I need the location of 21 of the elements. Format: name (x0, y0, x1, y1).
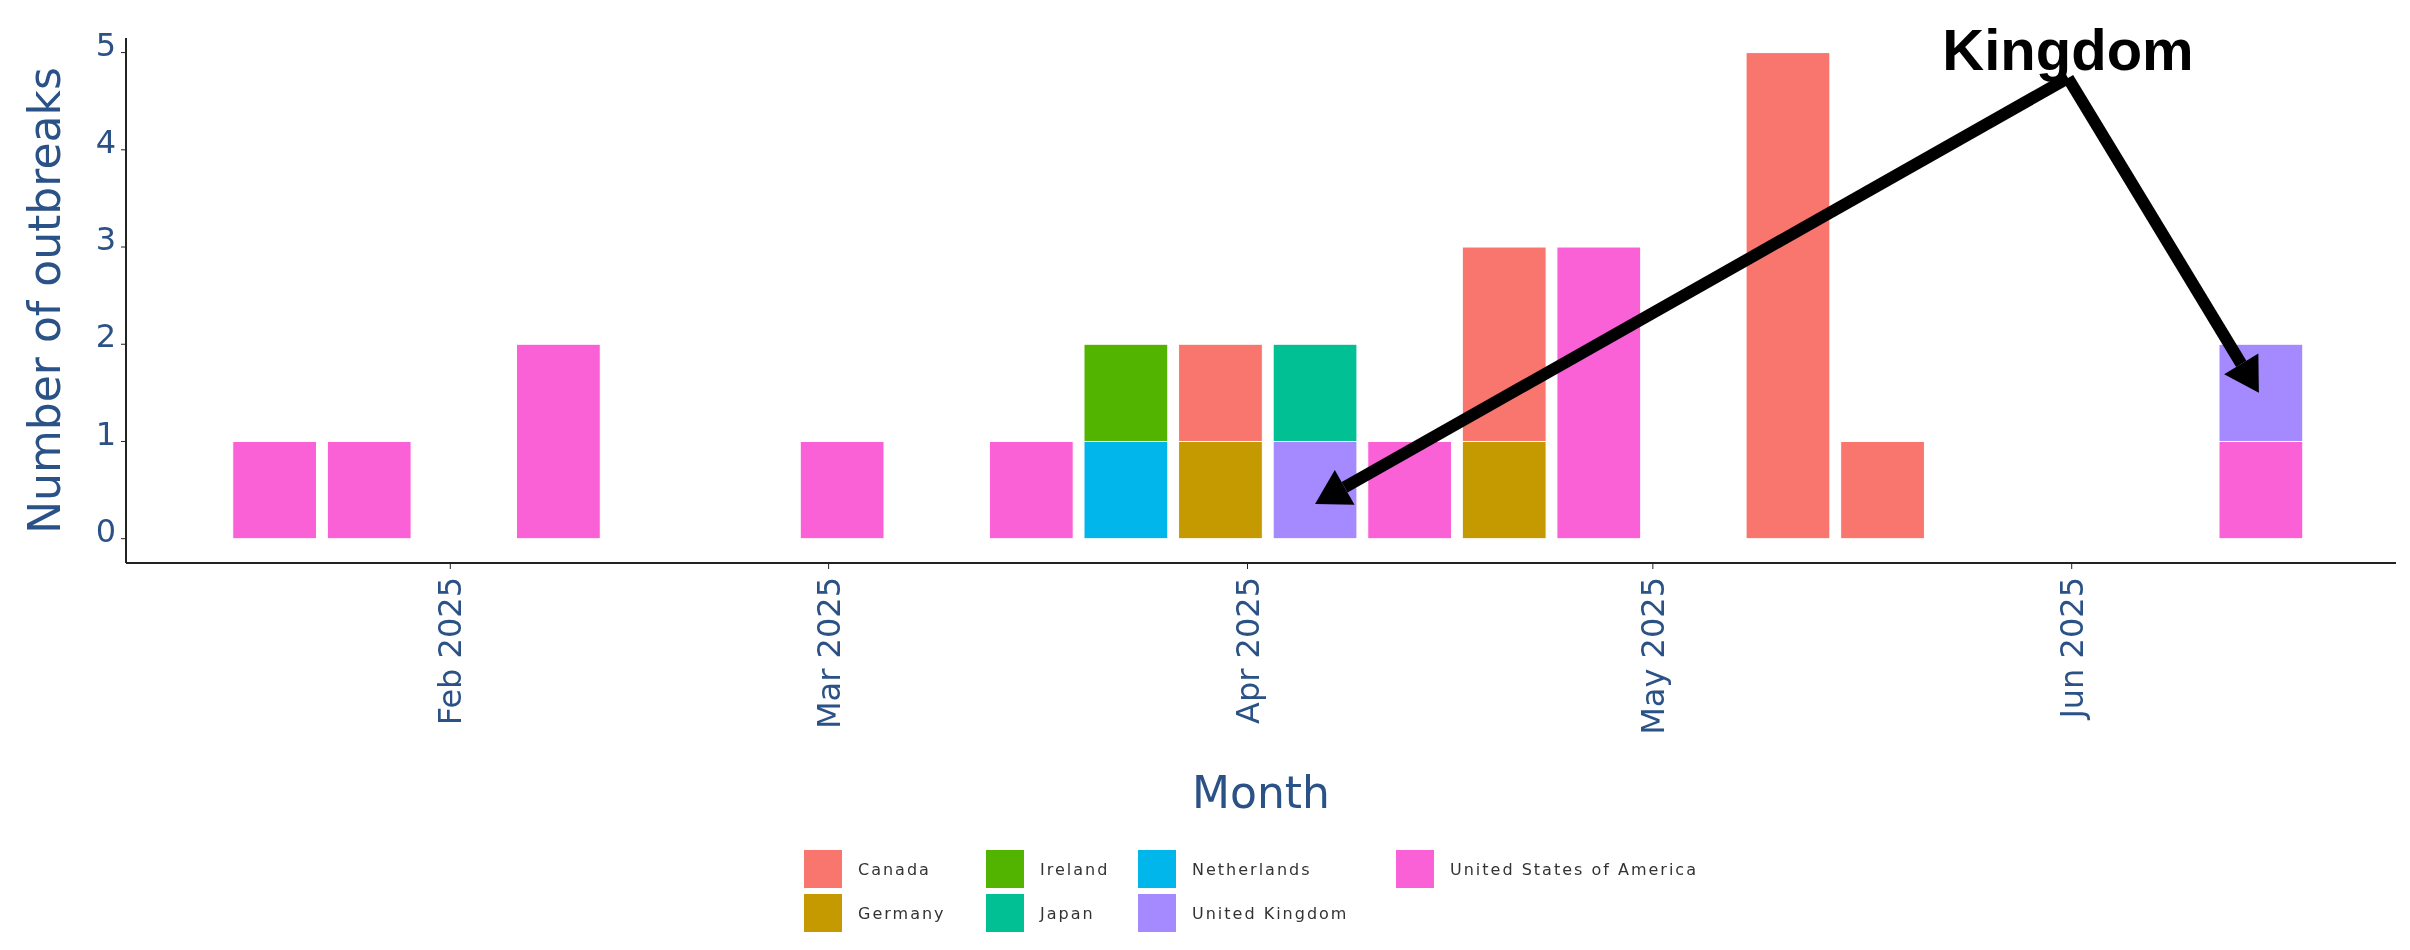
y-tick-label: 0 (95, 511, 116, 550)
x-tick-label: Mar 2025 (809, 577, 848, 729)
legend-label: Germany (858, 904, 946, 923)
y-tick-label: 2 (95, 317, 116, 356)
y-tick-label: 4 (95, 123, 116, 162)
legend-label: United States of America (1450, 860, 1698, 879)
x-axis-title: Month (1192, 767, 1330, 818)
legend-label: Canada (858, 860, 931, 879)
annotation: Kingdom (1942, 17, 2194, 82)
x-tick-label: Feb 2025 (431, 577, 470, 726)
legend-label: Japan (1039, 904, 1095, 923)
x-tick-label: Apr 2025 (1228, 577, 1267, 724)
legend-label: Netherlands (1192, 860, 1312, 879)
y-tick-label: 1 (95, 414, 116, 453)
x-tick-label: May 2025 (1634, 577, 1673, 735)
y-axis-title: Number of outbreaks (19, 67, 70, 534)
y-tick-label: 3 (95, 220, 116, 259)
legend-label: United Kingdom (1192, 904, 1349, 923)
legend-label: Ireland (1040, 860, 1110, 879)
y-tick-label: 5 (95, 25, 116, 64)
x-tick-label: Jun 2025 (2052, 577, 2091, 721)
